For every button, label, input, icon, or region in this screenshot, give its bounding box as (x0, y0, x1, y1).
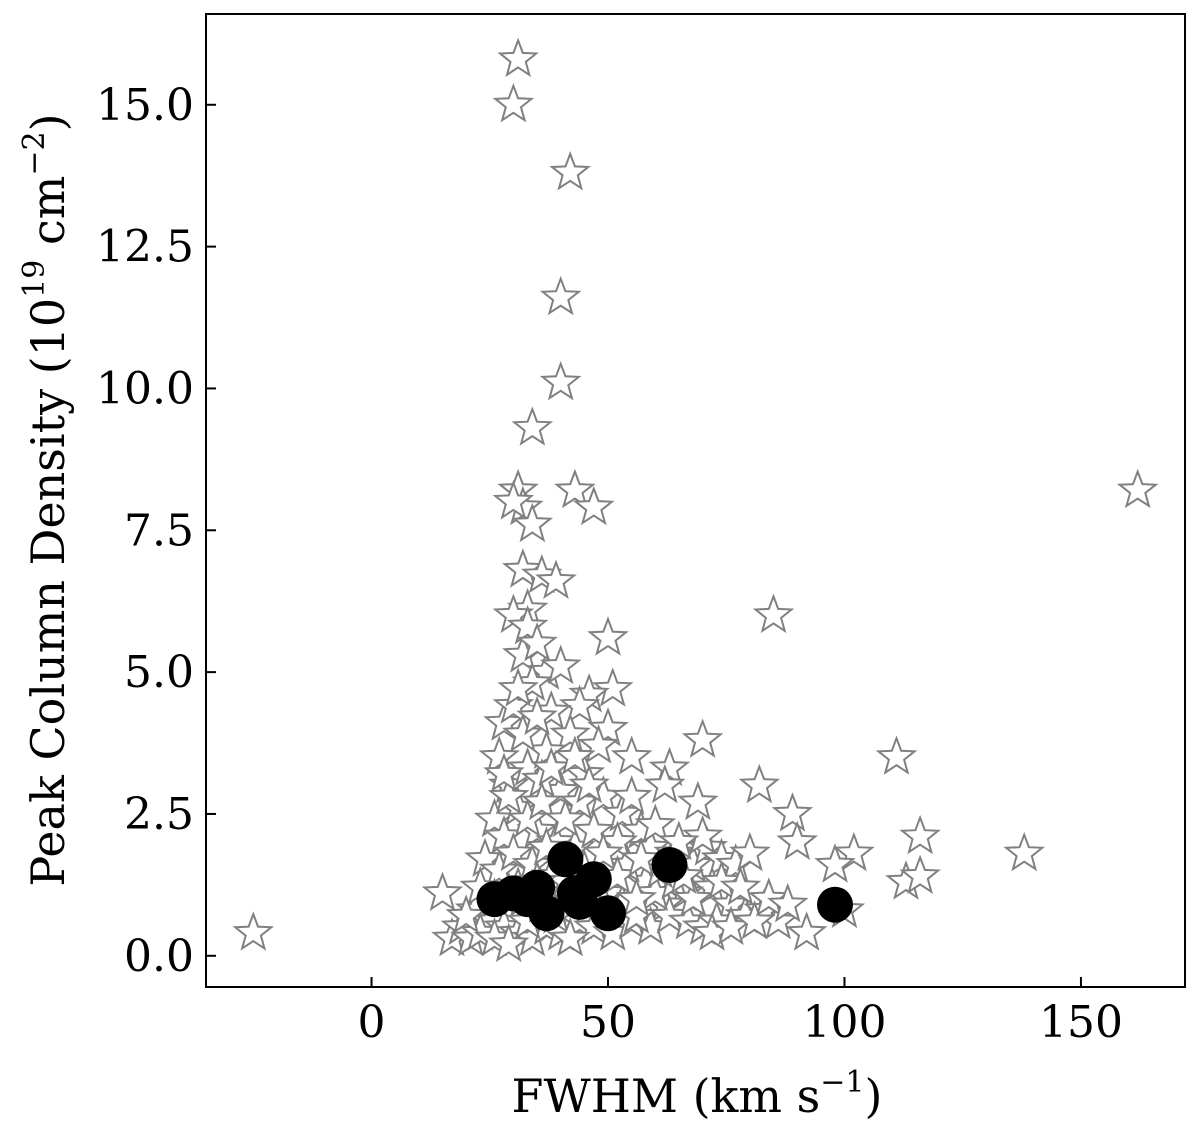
star-marker (478, 848, 521, 889)
y-tick-label: 7.5 (124, 505, 194, 556)
star-marker (591, 667, 634, 707)
star-marker (677, 780, 719, 821)
star-marker (502, 712, 544, 753)
star-marker (516, 621, 558, 662)
star-marker (511, 406, 554, 446)
axis-ticks: 0 50 100 150 0.0 2.5 5.0 7.5 10.0 12.5 15.0 (96, 80, 1123, 1048)
star-marker (421, 871, 464, 912)
star-marker (785, 911, 828, 951)
star-marker (643, 763, 686, 804)
star-marker (587, 707, 629, 747)
star-marker (620, 837, 662, 878)
star-marker (506, 604, 549, 645)
star-marker (492, 831, 535, 872)
plot-frame (205, 13, 1186, 988)
star-marker (525, 826, 568, 866)
star-marker (681, 814, 724, 855)
star-marker (587, 616, 629, 656)
star-marker (572, 809, 615, 849)
star-marker (577, 724, 620, 764)
star-marker (483, 752, 525, 792)
star-marker (478, 735, 521, 775)
star-marker (487, 922, 530, 963)
y-tick-label: 0.0 (124, 931, 194, 982)
star-marker (729, 831, 771, 872)
x-tick-label: 150 (1039, 997, 1123, 1048)
circle-marker (817, 886, 853, 923)
star-marker (572, 485, 615, 526)
star-marker (875, 735, 918, 775)
y-tick-label: 2.5 (124, 789, 194, 840)
x-tick-label: 0 (358, 997, 386, 1048)
circle-marker (547, 841, 584, 878)
x-tick-label: 100 (802, 997, 886, 1048)
star-marker (445, 894, 487, 934)
star-marker (535, 559, 577, 600)
star-marker (497, 667, 539, 707)
star-marker (610, 735, 653, 775)
star-marker (506, 797, 549, 838)
y-tick-label: 10.0 (96, 363, 194, 414)
star-marker (776, 820, 819, 861)
circle-marker (575, 861, 612, 898)
star-marker (530, 746, 573, 787)
star-marker (539, 360, 582, 401)
star-marker (497, 37, 539, 78)
star-marker (899, 814, 941, 855)
star-marker (516, 695, 558, 736)
star-marker (615, 877, 658, 917)
data-points (232, 37, 1159, 963)
star-marker (766, 882, 809, 923)
y-tick-label: 12.5 (96, 222, 194, 273)
star-marker (681, 718, 724, 758)
star-marker (554, 468, 596, 509)
star-marker (738, 763, 781, 804)
star-marker (539, 644, 582, 685)
star-marker (672, 877, 714, 917)
star-marker (771, 792, 814, 832)
star-marker (899, 854, 941, 894)
star-marker (544, 797, 587, 838)
circle-marker (651, 847, 688, 883)
star-marker (833, 831, 875, 872)
y-tick-label: 15.0 (96, 80, 194, 131)
y-tick-label: 5.0 (124, 647, 194, 698)
star-marker (1116, 468, 1159, 509)
star-marker (1003, 831, 1046, 872)
circle-marker (528, 895, 565, 932)
star-marker (492, 82, 535, 123)
star-marker (502, 548, 544, 588)
star-marker (752, 593, 795, 634)
star-marker (511, 502, 554, 543)
star-marker (539, 275, 582, 316)
star-marker (520, 780, 563, 821)
circle-marker (590, 895, 626, 932)
star-marker (719, 865, 762, 906)
star-marker (582, 831, 625, 872)
star-marker (487, 775, 530, 815)
star-marker (814, 843, 856, 883)
star-marker (549, 712, 591, 753)
star-marker (733, 899, 776, 940)
star-marker (232, 911, 275, 951)
star-marker (492, 480, 535, 520)
star-marker (558, 684, 601, 724)
star-marker (568, 763, 610, 804)
y-axis-label: Peak Column Density (1019 cm−2) (17, 113, 75, 886)
x-tick-label: 50 (580, 997, 636, 1048)
star-marker (549, 916, 591, 957)
star-marker (554, 735, 596, 775)
x-axis-label: FWHM (km s−1) (512, 1065, 883, 1123)
star-marker (610, 775, 653, 815)
star-marker (700, 860, 743, 900)
star-marker (634, 803, 677, 844)
star-marker (747, 877, 790, 917)
star-marker (549, 151, 591, 191)
